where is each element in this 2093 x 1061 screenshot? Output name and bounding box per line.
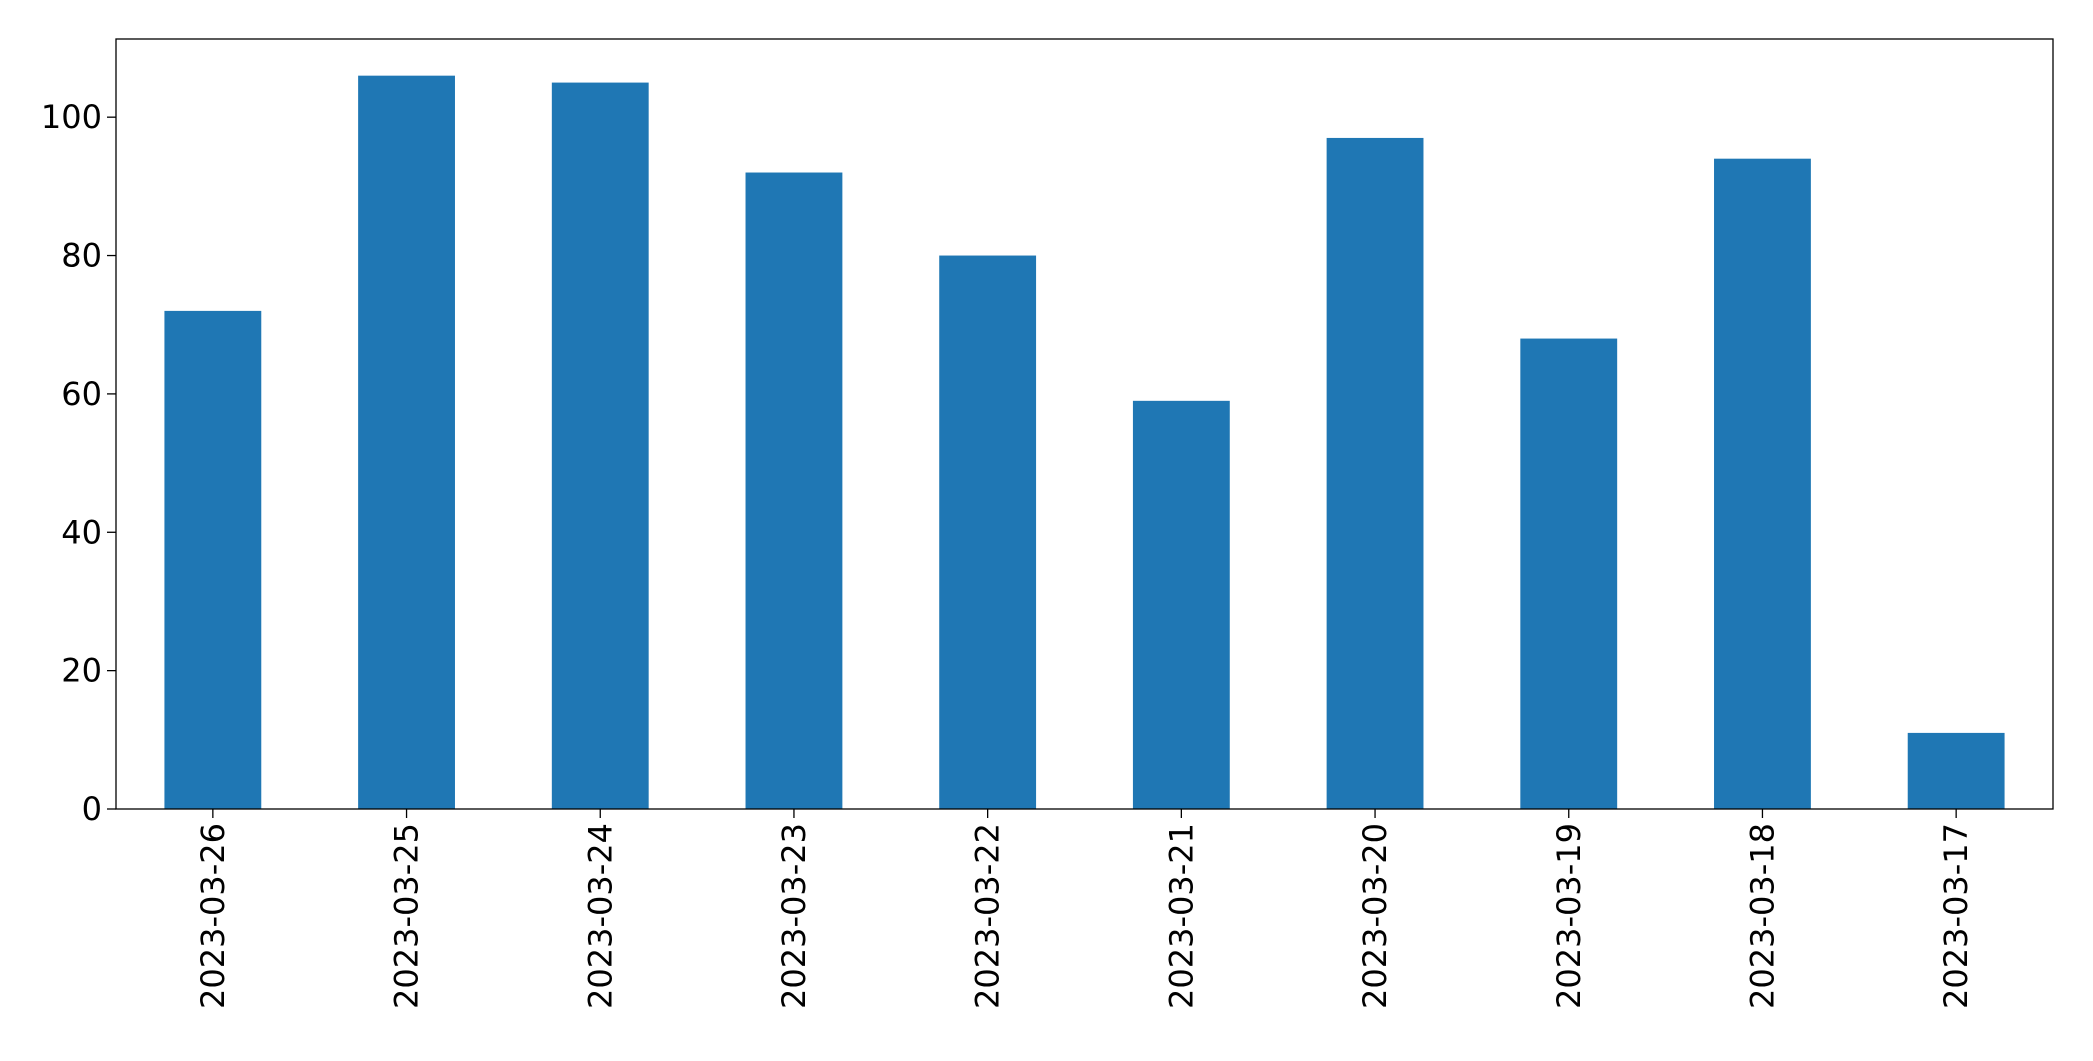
bar <box>745 172 843 809</box>
x-tick-label: 2023-03-21 <box>1162 823 1200 1009</box>
bar <box>1714 158 1811 809</box>
bar <box>1520 338 1618 809</box>
x-tick-label: 2023-03-25 <box>388 823 426 1009</box>
y-tick-label: 40 <box>61 513 102 551</box>
x-tick-label: 2023-03-20 <box>1356 823 1394 1009</box>
y-tick-label: 20 <box>61 652 102 690</box>
x-tick-label: 2023-03-22 <box>969 823 1007 1009</box>
plot-frame <box>115 38 2054 810</box>
y-tick-label: 100 <box>41 98 102 136</box>
bar <box>1326 137 1424 810</box>
bar <box>551 82 649 810</box>
y-tick-label: 60 <box>61 375 102 413</box>
x-tick-label: 2023-03-17 <box>1937 823 1975 1009</box>
y-tick-label: 80 <box>61 237 102 275</box>
bar <box>164 310 262 809</box>
x-tick-label: 2023-03-19 <box>1550 823 1588 1009</box>
bar <box>939 255 1037 809</box>
y-tick-label: 0 <box>82 790 102 828</box>
bar <box>1907 732 2005 809</box>
x-tick-label: 2023-03-24 <box>581 823 619 1009</box>
bar <box>358 75 455 809</box>
x-tick-label: 2023-03-23 <box>775 823 813 1009</box>
x-tick-label: 2023-03-26 <box>194 823 232 1009</box>
x-tick-label: 2023-03-18 <box>1743 823 1781 1009</box>
bar <box>1132 400 1230 809</box>
